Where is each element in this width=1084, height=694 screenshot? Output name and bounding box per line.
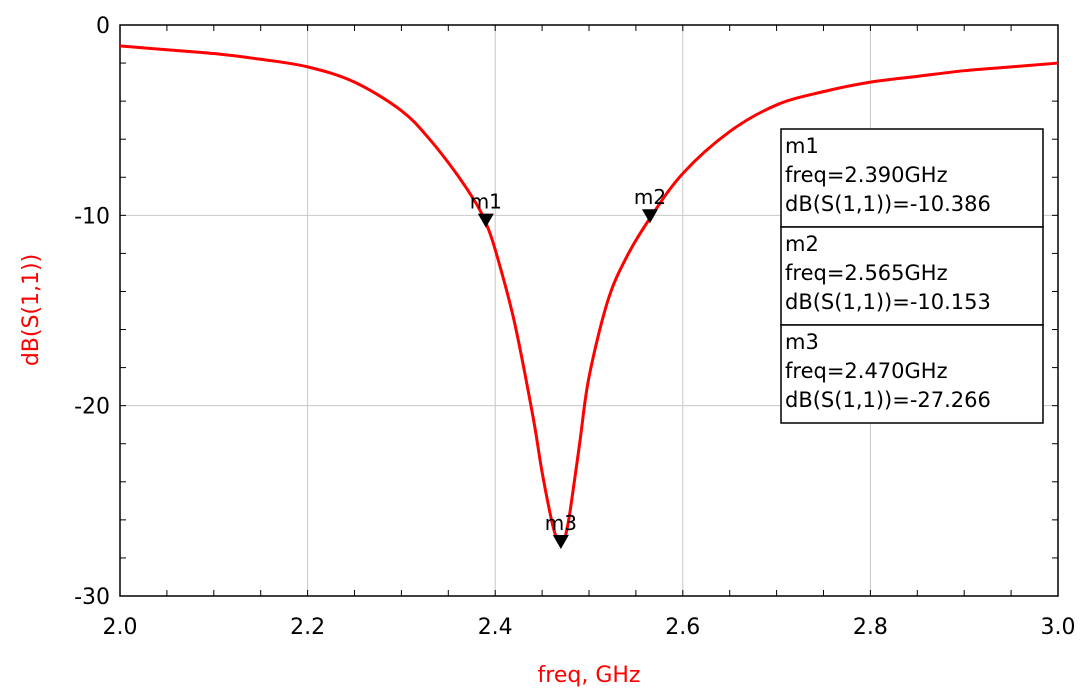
readout-line-m2: m2 bbox=[785, 232, 819, 256]
readout-line-m1: dB(S(1,1))=-10.386 bbox=[785, 192, 991, 216]
readout-box-m3 bbox=[780, 324, 1044, 424]
x-tick-label: 2.0 bbox=[103, 615, 138, 640]
readout-line-m1: freq=2.390GHz bbox=[785, 163, 948, 187]
readout-line-m3: freq=2.470GHz bbox=[785, 359, 948, 383]
readout-box-m1 bbox=[780, 128, 1044, 228]
marker-label-m1: m1 bbox=[470, 190, 502, 214]
readout-line-m3: dB(S(1,1))=-27.266 bbox=[785, 388, 991, 412]
marker-triangle-m2 bbox=[641, 209, 658, 224]
y-tick-label: 0 bbox=[96, 14, 110, 39]
readout-line-m3: m3 bbox=[785, 330, 819, 354]
x-axis-title: freq, GHz bbox=[538, 663, 641, 688]
marker-triangle-m1 bbox=[477, 213, 494, 228]
plot-frame bbox=[119, 24, 1059, 597]
marker-triangle-m3 bbox=[552, 534, 569, 549]
y-tick-label: -20 bbox=[74, 395, 110, 420]
y-tick-labels: 0 -10 -20 -30 bbox=[74, 14, 110, 610]
readout-line-m2: freq=2.565GHz bbox=[785, 261, 948, 285]
readout-line-m2: dB(S(1,1))=-10.153 bbox=[785, 290, 991, 314]
marker-readouts: m1 freq=2.390GHz dB(S(1,1))=-10.386 m2 freq=… bbox=[780, 128, 1044, 424]
y-tick-label: -30 bbox=[74, 585, 110, 610]
x-tick-label: 2.4 bbox=[478, 615, 513, 640]
x-tick-labels: 2.0 2.2 2.4 2.6 2.8 3.0 bbox=[103, 615, 1076, 640]
readout-box-m2 bbox=[780, 226, 1044, 326]
marker-label-m2: m2 bbox=[634, 185, 666, 209]
x-tick-label: 2.6 bbox=[665, 615, 700, 640]
x-tick-label: 2.8 bbox=[853, 615, 888, 640]
markers: m1 m2 m3 bbox=[470, 185, 666, 549]
y-axis-title: dB(S(1,1)) bbox=[19, 254, 44, 366]
marker-label-m3: m3 bbox=[545, 511, 577, 535]
x-tick-label: 3.0 bbox=[1041, 615, 1076, 640]
y-tick-label: -10 bbox=[74, 204, 110, 229]
x-tick-label: 2.2 bbox=[290, 615, 325, 640]
readout-line-m1: m1 bbox=[785, 134, 819, 158]
